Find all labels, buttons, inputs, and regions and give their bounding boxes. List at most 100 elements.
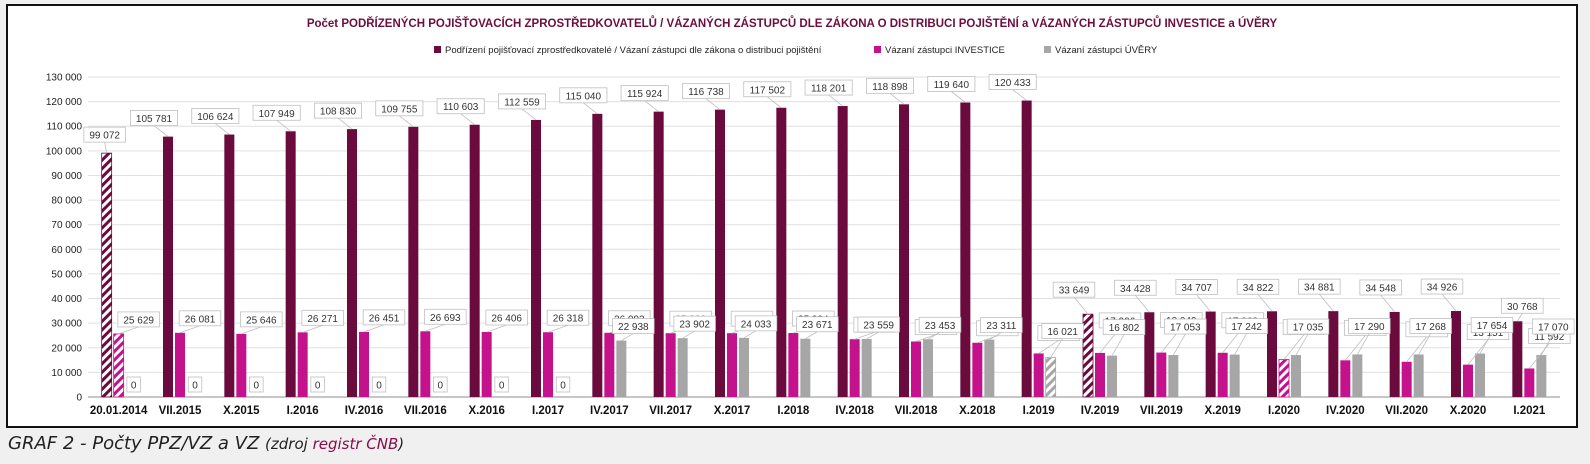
data-label-series-1: 26 693 bbox=[424, 308, 467, 325]
data-label-series-1-box bbox=[546, 309, 590, 326]
data-label-series-0-text: 108 830 bbox=[320, 107, 357, 118]
data-label-series-1-text: 13 151 bbox=[1473, 328, 1504, 339]
data-label-series-0-text: 109 755 bbox=[381, 104, 418, 115]
data-label-series-0-text: 34 881 bbox=[1304, 283, 1335, 294]
data-label-series-2: 24 033 bbox=[734, 315, 778, 332]
label-leader bbox=[1135, 294, 1150, 313]
label-leader bbox=[460, 113, 475, 126]
data-label-series-0-box bbox=[130, 110, 179, 127]
bar-series-0 bbox=[1267, 311, 1277, 397]
bar-series-1 bbox=[1156, 352, 1167, 397]
data-label-series-2-text: 0 bbox=[131, 381, 137, 392]
data-label-series-0-text: 106 624 bbox=[197, 112, 234, 123]
label-leader bbox=[118, 326, 139, 335]
data-label-series-1-text: 26 318 bbox=[553, 314, 584, 325]
bar-series-2 bbox=[1352, 354, 1363, 397]
label-leader bbox=[1196, 294, 1211, 312]
data-label-series-0-text: 117 502 bbox=[750, 85, 786, 96]
data-label-series-0-box bbox=[559, 87, 608, 104]
data-label-series-2-box bbox=[857, 316, 900, 333]
bar-series-2 bbox=[861, 339, 872, 397]
data-label-series-2: 17 268 bbox=[1409, 318, 1452, 334]
data-label-series-1-text: 26 081 bbox=[185, 314, 216, 325]
data-label-series-0-box bbox=[313, 102, 362, 119]
data-label-series-0-box bbox=[927, 76, 976, 92]
bar-series-2 bbox=[800, 338, 811, 397]
data-label-series-2-text: 23 559 bbox=[863, 321, 894, 332]
label-leader bbox=[828, 94, 843, 107]
data-label-series-2-text: 17 242 bbox=[1231, 322, 1262, 333]
x-tick-label: IV.2018 bbox=[835, 405, 874, 417]
data-label-series-0-box bbox=[1359, 279, 1402, 296]
data-label-series-2-text: 0 bbox=[315, 381, 321, 392]
data-label-series-0-box bbox=[1114, 279, 1157, 296]
data-label-series-0-box bbox=[375, 100, 424, 117]
data-label-series-0: 108 830 bbox=[313, 102, 362, 119]
x-tick-label: 20.01.2014 bbox=[90, 405, 148, 417]
x-tick-label: IV.2019 bbox=[1081, 405, 1120, 417]
bar-series-2 bbox=[1475, 353, 1485, 397]
data-label-series-1: 26 318 bbox=[546, 309, 590, 326]
label-leader bbox=[705, 98, 721, 110]
bar-series-0 bbox=[469, 124, 480, 397]
label-leader bbox=[1295, 333, 1309, 356]
x-tick-label: VII.2015 bbox=[159, 405, 202, 417]
bar-series-0 bbox=[1205, 311, 1216, 397]
chart-title: Počet PODŘÍZENÝCH POJIŠŤOVACÍCH ZPROSTŘE… bbox=[307, 16, 1278, 30]
x-tick-label: X.2019 bbox=[1204, 405, 1240, 417]
data-label-series-2-box bbox=[310, 376, 325, 393]
data-label-series-2-box bbox=[126, 376, 141, 393]
data-label-series-2: 0 bbox=[187, 376, 203, 393]
caption-source-open: (zdroj bbox=[265, 435, 313, 453]
label-leader bbox=[1038, 340, 1059, 354]
bar-series-0 bbox=[163, 136, 173, 397]
label-leader bbox=[583, 102, 598, 115]
data-label-series-1-text: 26 451 bbox=[369, 313, 400, 324]
bar-series-1 bbox=[1095, 352, 1105, 397]
data-label-series-0-box bbox=[620, 85, 669, 102]
data-label-series-0: 117 502 bbox=[743, 81, 792, 98]
data-label-series-2: 17 053 bbox=[1164, 318, 1207, 335]
bar-series-0 bbox=[101, 152, 113, 398]
label-leader bbox=[644, 100, 659, 112]
bar-series-0 bbox=[531, 119, 541, 397]
data-label-series-2-text: 0 bbox=[254, 381, 260, 392]
data-label-series-0: 99 072 bbox=[83, 126, 126, 143]
data-label-series-0: 106 624 bbox=[191, 108, 240, 124]
data-label-series-0-box bbox=[682, 83, 731, 100]
data-label-series-2: 0 bbox=[249, 376, 264, 393]
figure-caption: GRAF 2 - Počty PPZ/VZ a VZ (zdroj regist… bbox=[8, 433, 404, 454]
data-label-series-1-box bbox=[178, 310, 222, 327]
data-label-series-2-box bbox=[1102, 319, 1146, 336]
data-label-series-0-text: 107 949 bbox=[259, 109, 296, 120]
bar-series-0 bbox=[776, 107, 787, 397]
y-tick-label: 100 000 bbox=[46, 146, 83, 157]
legend-label-0: Podřízení pojišťovací zprostředkovatelé … bbox=[445, 45, 822, 56]
chart-frame: Počet PODŘÍZENÝCH POJIŠŤOVACÍCH ZPROSTŘE… bbox=[6, 4, 1578, 428]
bar-series-2 bbox=[677, 338, 688, 397]
data-label-series-2-text: 23 902 bbox=[679, 320, 710, 331]
x-tick-label: VII.2018 bbox=[895, 405, 938, 417]
y-tick-label: 0 bbox=[76, 393, 82, 404]
data-label-series-2-box bbox=[673, 315, 716, 332]
data-label-series-2-box bbox=[555, 376, 571, 393]
legend-swatch-0 bbox=[434, 46, 441, 53]
bar-series-1 bbox=[1278, 359, 1290, 398]
x-tick-label: I.2021 bbox=[1513, 405, 1546, 417]
data-label-series-2: 0 bbox=[310, 376, 325, 393]
data-label-series-0: 34 926 bbox=[1420, 278, 1464, 295]
registry-link[interactable]: registr ČNB bbox=[312, 435, 399, 453]
data-label-series-0-text: 116 738 bbox=[688, 87, 724, 98]
legend: Podřízení pojišťovací zprostředkovatelé … bbox=[434, 45, 1158, 56]
data-label-series-0: 107 949 bbox=[252, 104, 301, 121]
bar-series-1 bbox=[604, 332, 615, 397]
bar-series-2 bbox=[1536, 354, 1547, 397]
data-label-series-0: 115 040 bbox=[559, 87, 608, 104]
bar-chart: Počet PODŘÍZENÝCH POJIŠŤOVACÍCH ZPROSTŘE… bbox=[46, 16, 1575, 417]
bar-series-1 bbox=[175, 332, 185, 397]
data-label-series-1-box bbox=[117, 311, 160, 328]
data-label-series-0: 110 603 bbox=[436, 98, 485, 115]
data-label-series-2-box bbox=[1532, 318, 1575, 335]
data-label-series-2-text: 16 021 bbox=[1047, 327, 1078, 338]
bar-series-0 bbox=[1144, 312, 1155, 397]
